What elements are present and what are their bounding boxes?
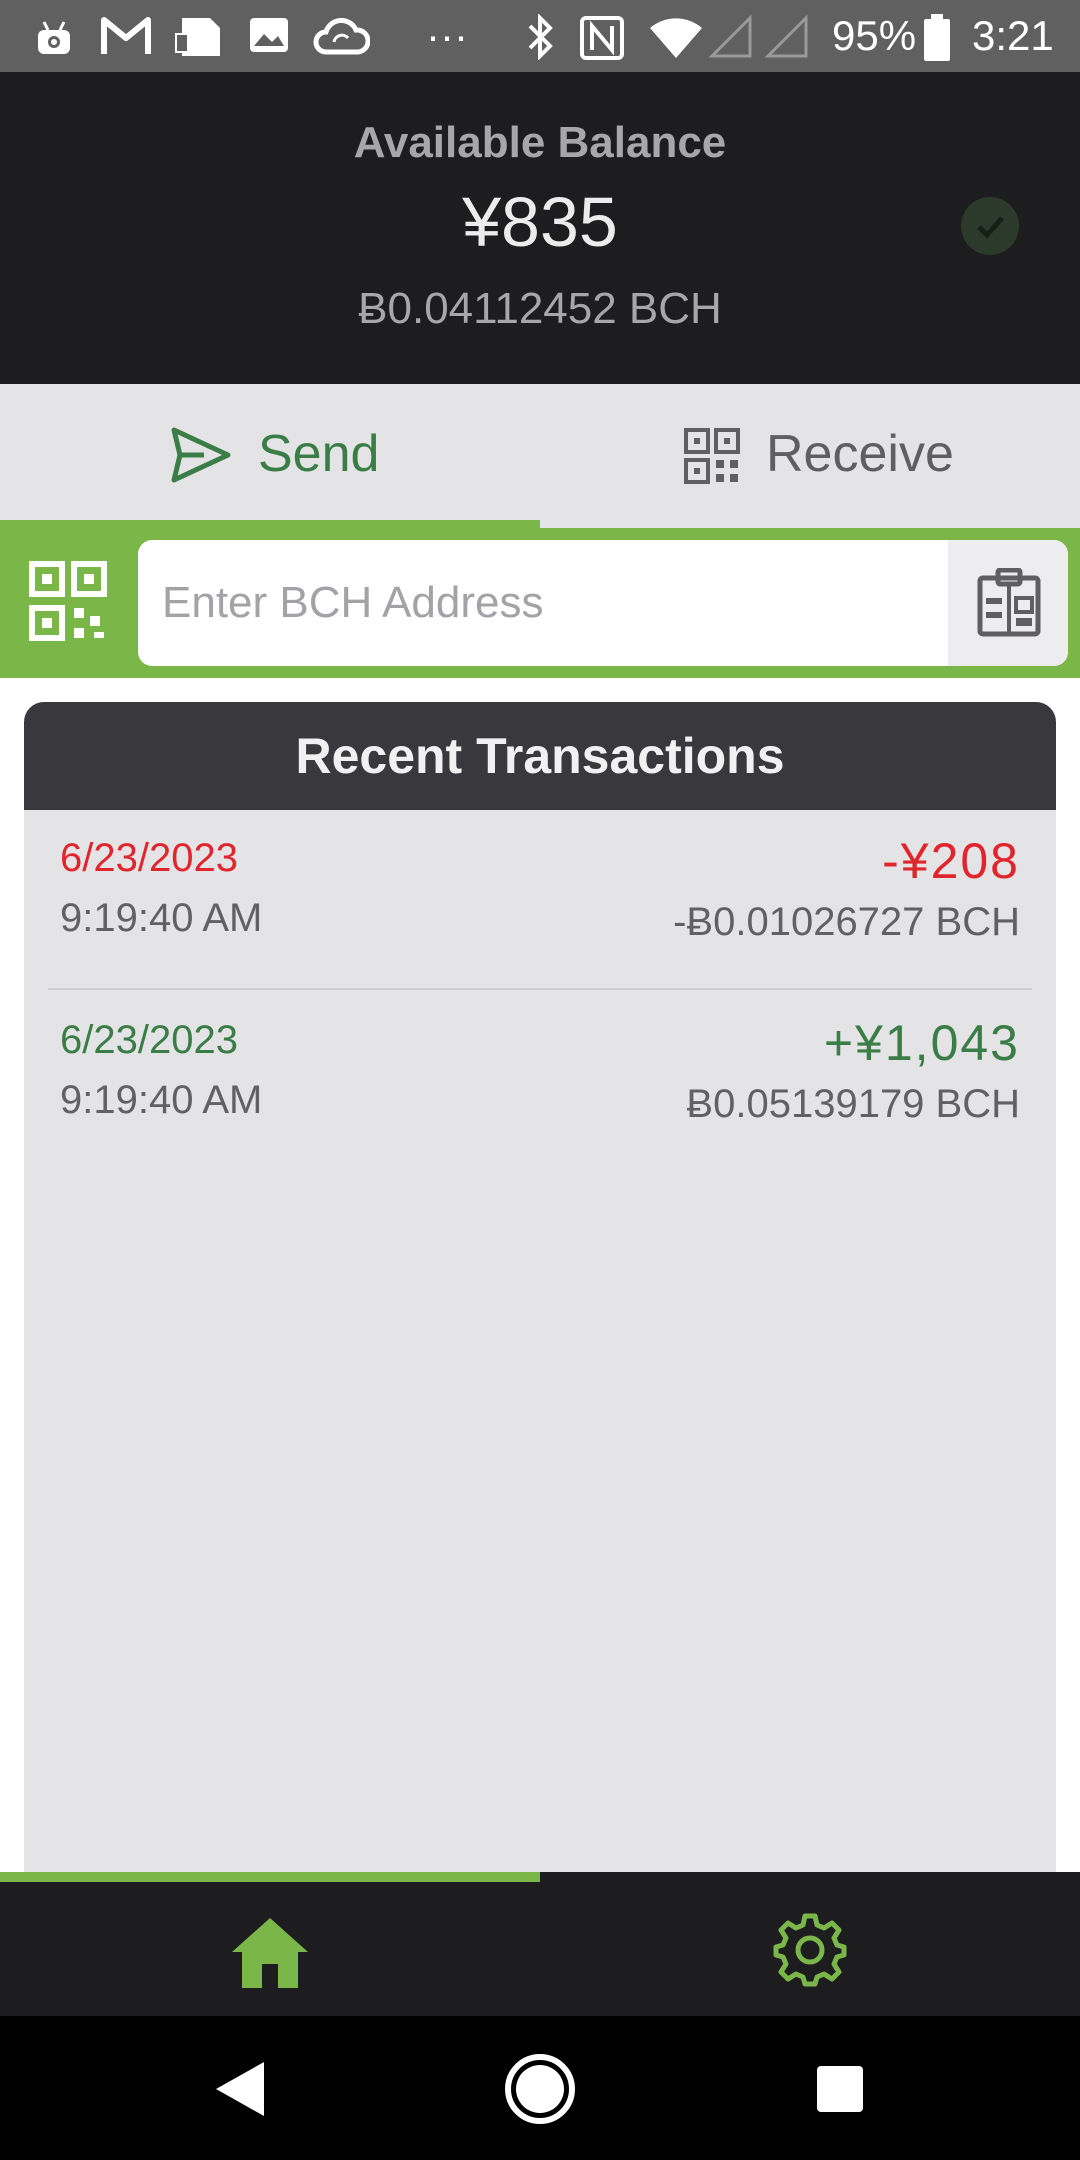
image-icon [250,18,288,52]
send-icon [171,427,231,483]
transaction-row[interactable]: 6/23/2023 9:19:40 AM -¥208 -Ƀ0.01026727 … [24,810,1056,990]
transactions-header: Recent Transactions [24,702,1056,810]
address-field [138,540,1068,666]
active-nav-indicator [0,1872,540,1882]
transaction-fiat-amount: -¥208 [882,833,1020,889]
home-icon [232,1918,308,1988]
qr-scan-icon [29,561,107,641]
active-tab-indicator [0,520,540,528]
balance-crypto-amount: Ƀ0.04112452 BCH [358,284,722,333]
cloud-sync-icon [313,18,370,55]
gmail-icon [101,17,151,54]
check-circle-icon [961,197,1019,255]
tab-receive[interactable]: Receive [540,384,1080,530]
recent-transactions-panel: Recent Transactions 6/23/2023 9:19:40 AM… [24,702,1056,1872]
transaction-crypto-amount: -Ƀ0.01026727 BCH [673,900,1020,944]
nav-settings[interactable] [540,1882,1080,2016]
gear-icon [773,1913,847,1987]
balance-fiat-amount: ¥835 [462,183,618,261]
battery-percent: 95% [832,12,917,59]
bch-address-input[interactable] [138,540,938,666]
signal-icon [764,14,808,58]
recents-icon[interactable] [795,2044,885,2134]
signal-icon [708,14,752,58]
notes-icon [175,18,220,56]
wifi-icon [650,18,702,58]
transactions-title: Recent Transactions [295,728,785,784]
system-navigation-bar [0,2016,1080,2160]
nav-home[interactable] [0,1882,540,2016]
tab-send-label: Send [258,425,380,483]
transaction-date: 6/23/2023 [60,836,238,880]
tab-send[interactable]: Send [0,384,540,530]
transaction-time: 9:19:40 AM [60,1078,263,1122]
tab-receive-label: Receive [766,425,954,483]
battery-icon [924,14,950,61]
balance-label: Available Balance [353,118,727,167]
status-bar: ··· 95% 3:21 [0,0,1080,72]
divider [48,988,1032,990]
android-debug-icon [38,21,70,54]
more-notifications: ··· [426,12,468,59]
nfc-icon [580,16,624,60]
transaction-fiat-amount: +¥1,043 [823,1015,1020,1071]
balance-header: Available Balance ¥835 Ƀ0.04112452 BCH [0,72,1080,384]
transaction-date: 6/23/2023 [60,1018,238,1062]
address-bar [0,528,1080,678]
paste-address-button[interactable] [948,540,1068,666]
clock: 3:21 [972,12,1054,59]
qr-scan-button[interactable] [28,560,108,642]
back-icon[interactable] [196,2044,286,2134]
transaction-row[interactable]: 6/23/2023 9:19:40 AM +¥1,043 Ƀ0.05139179… [24,992,1056,1172]
transaction-time: 9:19:40 AM [60,896,263,940]
home-circle-icon[interactable] [495,2044,585,2134]
clipboard-icon [977,568,1041,637]
transaction-crypto-amount: Ƀ0.05139179 BCH [686,1082,1020,1126]
bottom-navigation [0,1872,1080,2016]
bluetooth-icon [528,14,553,60]
qr-code-icon [684,428,740,484]
send-receive-tabs: Send Receive [0,384,1080,530]
